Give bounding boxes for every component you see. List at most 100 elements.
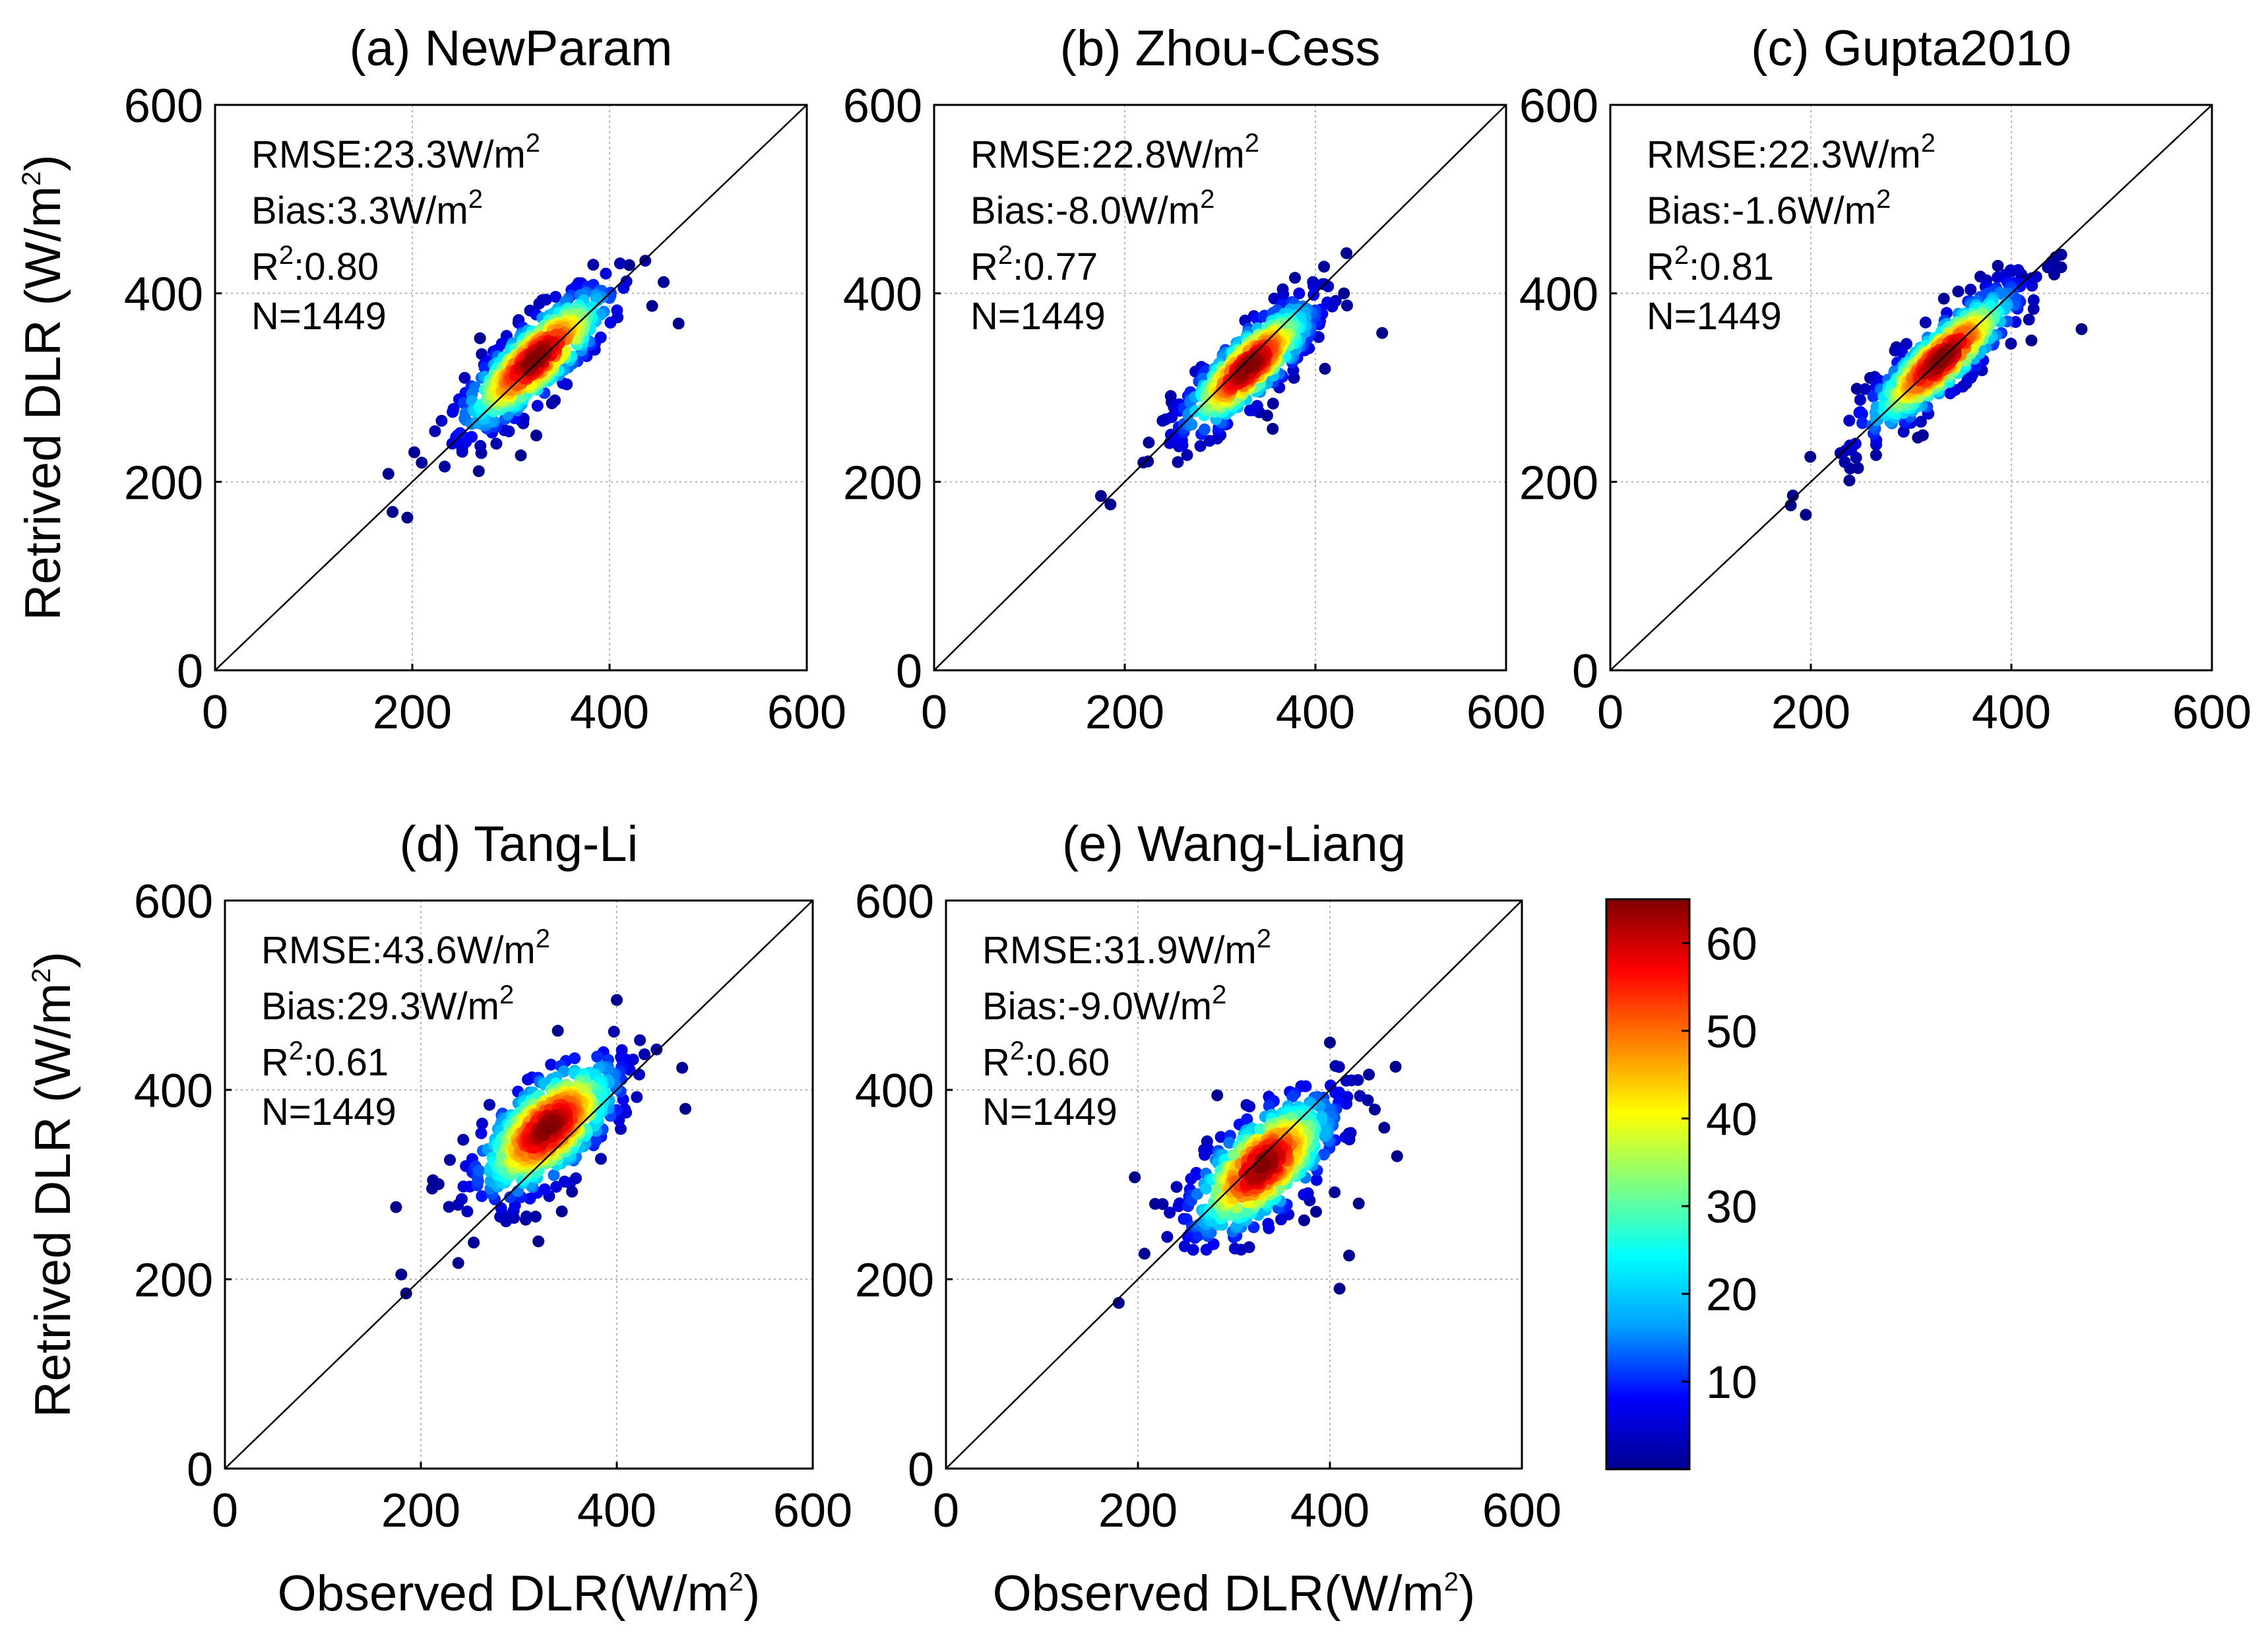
one-to-one-line [933,104,1507,671]
data-point [435,414,448,427]
bias-value: Bias:3.3W/m [251,189,468,232]
data-point [1241,1113,1253,1126]
data-point [604,317,617,329]
x-tick-label: 0 [933,1484,959,1537]
rmse-value: RMSE:31.9W/m [982,929,1257,972]
data-point [1329,1087,1342,1099]
unit-superscript: 2 [1444,1568,1459,1597]
colorbar-gradient [1605,898,1691,1471]
data-point [1919,316,1932,329]
unit-superscript: 2 [1212,980,1226,1009]
data-point [590,1134,602,1147]
closing-paren: ) [15,154,71,171]
data-point [594,1153,607,1165]
data-point [2025,334,2038,347]
data-point [631,1091,643,1103]
data-point [1199,1149,1211,1161]
data-point [1319,362,1331,375]
data-point [1896,346,1908,358]
data-point [429,425,441,437]
x-tick-label: 400 [1972,686,2051,739]
panel-c: 0 200 400 600 0 200 400 600 (c) Gupta2010 RMSE:22… [1519,20,2252,739]
panel-title: (e) Wang-Liang [1062,816,1406,872]
data-point [387,506,399,518]
data-point [1897,426,1910,438]
data-point [1786,490,1799,502]
data-point [1843,474,1856,487]
x-axis-label-text: Observed DLR(W/m [278,1566,729,1622]
rmse-label: RMSE:22.3W/m2 [1647,129,1936,176]
data-point [1317,1149,1330,1160]
scatter-points [382,255,685,524]
axes-frame [1609,104,2213,672]
data-point [1867,390,1879,402]
data-point [1293,287,1306,300]
panel-a: 0 200 400 600 0 200 400 600 (a) NewParam RMSE:23.… [15,20,846,739]
axes-frame [214,104,808,672]
colorbar-tick-label: 50 [1706,1005,1757,1057]
data-point [2027,294,2040,306]
data-point [1914,416,1927,428]
data-point [1138,1248,1150,1260]
data-point [476,1118,488,1130]
data-point [473,1164,486,1177]
unit-superscript: 2 [526,129,540,158]
data-point [1391,1150,1403,1162]
data-point [1244,1100,1256,1113]
r2-superscript: 2 [1010,1036,1024,1065]
data-point [1214,1131,1227,1143]
closing-paren: ) [743,1566,760,1622]
y-axis-label-text: Retrived DLR (W/m [15,186,71,621]
data-point [540,294,552,306]
data-point [611,994,623,1006]
r2-symbol: R [261,1041,289,1084]
y-tick-label: 0 [896,645,922,698]
data-point [1156,1198,1169,1211]
data-point [1129,1171,1141,1184]
data-point [1172,456,1184,468]
r2-label: R2:0.81 [1647,241,1774,288]
x-tick-label: 400 [570,686,649,739]
data-point [1164,1207,1176,1219]
data-point [1289,272,1301,284]
data-point [1244,361,1255,373]
data-point [1191,1188,1203,1200]
x-tick-label: 200 [373,686,452,739]
data-point [1262,1217,1275,1230]
r2-value: :0.81 [1689,245,1774,288]
r2-superscript: 2 [998,241,1013,270]
r2-value: :0.61 [303,1041,389,1084]
data-point [395,1268,408,1281]
data-point [639,255,652,267]
data-point [490,437,503,450]
data-point [1200,1182,1212,1195]
data-point [1363,1068,1375,1081]
data-point [617,282,630,294]
data-point [1187,1244,1199,1256]
r2-symbol: R [251,245,279,288]
data-point [1190,1168,1203,1181]
data-point [1244,404,1256,417]
rmse-label: RMSE:31.9W/m2 [982,924,1271,972]
y-tick-label: 600 [1519,80,1598,133]
scatter-points [1094,247,1389,511]
y-tick-label: 0 [177,645,203,698]
bias-value: Bias:-9.0W/m [982,985,1212,1028]
data-point [548,1169,560,1182]
rmse-value: RMSE:22.3W/m [1647,133,1921,176]
x-tick-label: 0 [202,686,228,739]
bias-label: Bias:-1.6W/m2 [1647,185,1891,232]
data-point [545,1058,557,1071]
panel-title: (b) Zhou-Cess [1060,20,1381,77]
data-point [600,267,612,280]
data-point [476,1190,488,1202]
data-point [658,276,670,288]
data-point [1339,1131,1352,1143]
data-point [550,290,562,303]
x-axis-label: Observed DLR(W/m2) [278,1566,761,1622]
n-label: N=1449 [1647,295,1782,338]
closing-paren: ) [1459,1566,1475,1622]
y-tick-label: 600 [124,80,203,133]
data-point [2075,323,2088,335]
data-point [444,1154,456,1166]
